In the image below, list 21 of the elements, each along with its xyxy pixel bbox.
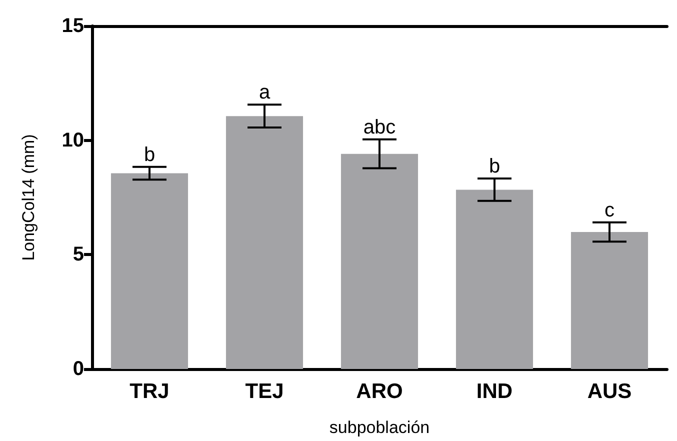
y-axis-title: LongCol14 (mm) (19, 134, 38, 261)
bar (456, 190, 534, 369)
bar (110, 173, 188, 369)
bar (226, 116, 304, 369)
x-tick-label: TRJ (130, 380, 170, 403)
y-tick-label: 0 (72, 358, 84, 380)
x-tick-label: IND (476, 380, 513, 403)
annotation: c (604, 199, 614, 222)
annotation: b (488, 156, 500, 178)
bar (340, 154, 418, 369)
bar (570, 232, 648, 369)
annotation: a (258, 82, 271, 104)
x-tick-label: AUS (587, 380, 632, 403)
x-axis-title: subpoblación (329, 418, 430, 437)
x-tick-label: TEJ (245, 380, 284, 403)
annotation: b (144, 144, 156, 166)
y-tick-label: 15 (62, 15, 84, 37)
annotation: abc (363, 116, 396, 138)
x-tick-label: ARO (356, 380, 403, 403)
y-tick-label: 10 (62, 129, 84, 152)
y-tick-label: 5 (72, 244, 84, 266)
